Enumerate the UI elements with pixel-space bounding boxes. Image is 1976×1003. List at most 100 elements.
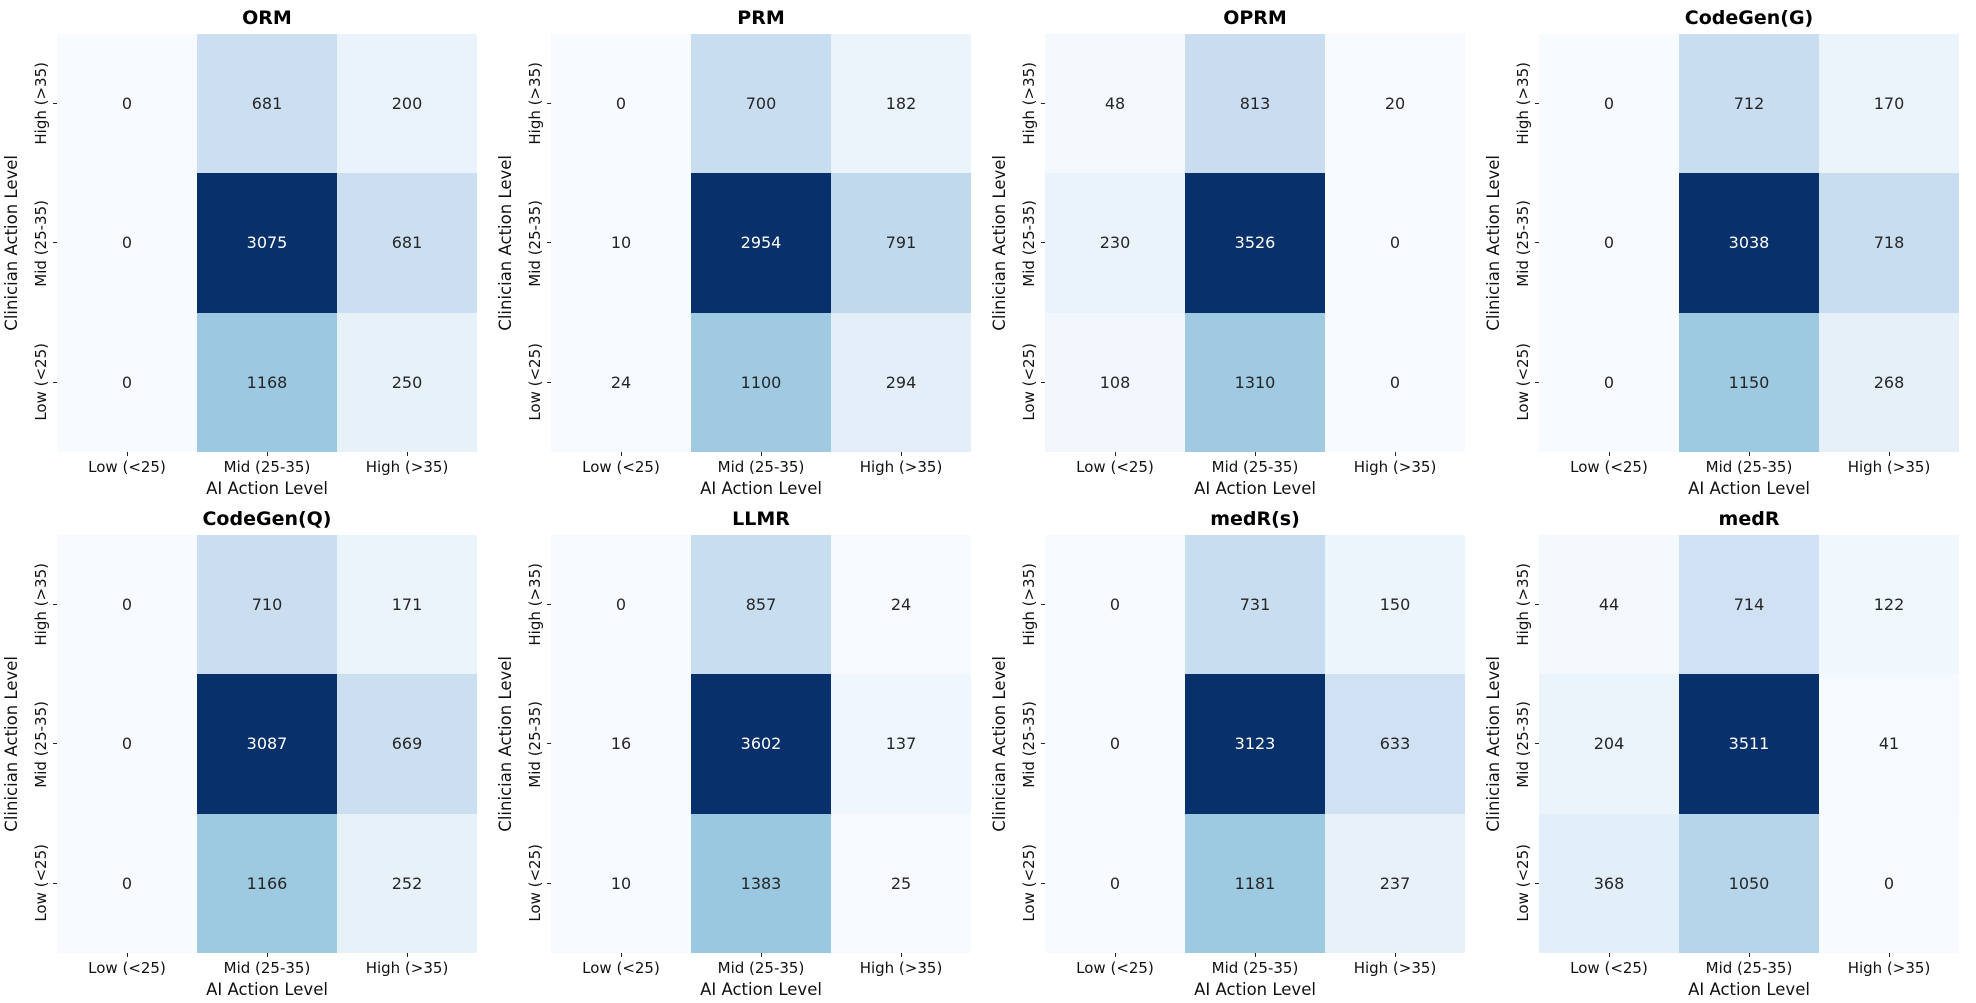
heatmap-cell-r0-c0[interactable]: 0 <box>1539 34 1679 174</box>
heatmap-cell-r2-c1[interactable]: 1310 <box>1185 312 1325 452</box>
heatmap-cell-r2-c1[interactable]: 1181 <box>1185 813 1325 953</box>
heatmap-cell-r0-c1[interactable]: 731 <box>1185 535 1325 675</box>
heatmap-cell-r2-c0[interactable]: 0 <box>1539 312 1679 452</box>
heatmap-cell-r0-c1[interactable]: 813 <box>1185 34 1325 174</box>
heatmap-cell-r0-c2[interactable]: 150 <box>1325 535 1465 675</box>
heatmap-cell-r0-c1[interactable]: 714 <box>1679 535 1819 675</box>
heatmap-cell-r1-c2[interactable]: 718 <box>1819 173 1959 313</box>
heatmap-cell-r1-c1[interactable]: 3602 <box>691 674 831 814</box>
heatmap-cell-r0-c2[interactable]: 170 <box>1819 34 1959 174</box>
cell-value: 857 <box>745 595 777 615</box>
heatmap-cell-r1-c0[interactable]: 16 <box>551 674 691 814</box>
y-tick: High (>35) <box>516 535 551 674</box>
heatmap-cell-r2-c2[interactable]: 268 <box>1819 312 1959 452</box>
heatmap-cell-r1-c1[interactable]: 3511 <box>1679 674 1819 814</box>
heatmap-cell-r2-c0[interactable]: 0 <box>57 813 197 953</box>
x-tick-label: Mid (25-35) <box>717 458 805 476</box>
heatmap-cell-r0-c0[interactable]: 0 <box>57 535 197 675</box>
heatmap-cell-r2-c1[interactable]: 1168 <box>197 312 337 452</box>
heatmap-cell-r1-c0[interactable]: 0 <box>57 674 197 814</box>
y-tick-label: Mid (25-35) <box>1514 199 1532 287</box>
heatmap-cell-r1-c1[interactable]: 3038 <box>1679 173 1819 313</box>
heatmap-cell-r0-c2[interactable]: 122 <box>1819 535 1959 675</box>
heatmap-grid: 44 714 122 204 3511 41 368 1050 0 <box>1539 535 1959 953</box>
x-tick: High (>35) <box>831 452 971 479</box>
heatmap-cell-r0-c0[interactable]: 44 <box>1539 535 1679 675</box>
cell-value: 0 <box>615 595 627 615</box>
heatmap-cell-r2-c0[interactable]: 10 <box>551 813 691 953</box>
heatmap-cell-r2-c1[interactable]: 1383 <box>691 813 831 953</box>
heatmap-cell-r0-c0[interactable]: 0 <box>57 34 197 174</box>
heatmap-cell-r1-c0[interactable]: 0 <box>1045 674 1185 814</box>
y-tick-label: Low (<25) <box>32 343 50 422</box>
heatmap-cell-r2-c0[interactable]: 108 <box>1045 312 1185 452</box>
heatmap-cell-r2-c2[interactable]: 294 <box>831 312 971 452</box>
x-tick: Low (<25) <box>57 452 197 479</box>
heatmap-cell-r0-c1[interactable]: 700 <box>691 34 831 174</box>
heatmap-cell-r1-c1[interactable]: 3123 <box>1185 674 1325 814</box>
heatmap-cell-r0-c0[interactable]: 0 <box>551 34 691 174</box>
heatmap-cell-r1-c0[interactable]: 0 <box>1539 173 1679 313</box>
heatmap-cell-r1-c2[interactable]: 633 <box>1325 674 1465 814</box>
cell-value: 681 <box>391 233 423 253</box>
heatmap-cell-r1-c0[interactable]: 204 <box>1539 674 1679 814</box>
heatmap-cell-r0-c2[interactable]: 182 <box>831 34 971 174</box>
heatmap-cell-r0-c0[interactable]: 0 <box>1045 535 1185 675</box>
x-tick-mark <box>1748 452 1750 456</box>
heatmap-cell-r1-c0[interactable]: 10 <box>551 173 691 313</box>
heatmap-cell-r1-c1[interactable]: 3087 <box>197 674 337 814</box>
heatmap-cell-r2-c2[interactable]: 0 <box>1325 312 1465 452</box>
heatmap-cell-r2-c2[interactable]: 252 <box>337 813 477 953</box>
heatmap-cell-r0-c1[interactable]: 681 <box>197 34 337 174</box>
y-tick: Low (<25) <box>1504 313 1539 452</box>
y-tick: Low (<25) <box>516 313 551 452</box>
heatmap-cell-r1-c2[interactable]: 681 <box>337 173 477 313</box>
heatmap-cell-r2-c0[interactable]: 0 <box>1045 813 1185 953</box>
heatmap-cell-r0-c1[interactable]: 710 <box>197 535 337 675</box>
cell-value: 0 <box>615 94 627 114</box>
cell-value: 250 <box>391 372 423 392</box>
x-tick-label: Low (<25) <box>88 458 166 476</box>
heatmap-cell-r1-c0[interactable]: 230 <box>1045 173 1185 313</box>
heatmap-cell-r2-c2[interactable]: 0 <box>1819 813 1959 953</box>
heatmap-cell-r1-c1[interactable]: 3526 <box>1185 173 1325 313</box>
heatmap-cell-r0-c2[interactable]: 200 <box>337 34 477 174</box>
heatmap-cell-r0-c1[interactable]: 712 <box>1679 34 1819 174</box>
y-tick-label: Mid (25-35) <box>526 199 544 287</box>
cell-value: 171 <box>391 595 423 615</box>
x-tick-labels: Low (<25) Mid (25-35) High (>35) <box>1539 452 1959 479</box>
heatmap-cell-r2-c0[interactable]: 368 <box>1539 813 1679 953</box>
cell-value: 294 <box>885 372 917 392</box>
heatmap-cell-r2-c1[interactable]: 1150 <box>1679 312 1819 452</box>
heatmap-cell-r1-c2[interactable]: 669 <box>337 674 477 814</box>
heatmap-cell-r2-c2[interactable]: 25 <box>831 813 971 953</box>
y-axis-title: Clinician Action Level <box>988 34 1010 452</box>
heatmap-cell-r2-c1[interactable]: 1100 <box>691 312 831 452</box>
heatmap-cell-r1-c2[interactable]: 41 <box>1819 674 1959 814</box>
heatmap-cell-r0-c0[interactable]: 48 <box>1045 34 1185 174</box>
y-tick-mark <box>1535 103 1539 105</box>
heatmap-cell-r1-c2[interactable]: 0 <box>1325 173 1465 313</box>
cell-value: 0 <box>1389 233 1401 253</box>
heatmap-cell-r0-c0[interactable]: 0 <box>551 535 691 675</box>
heatmap-cell-r2-c2[interactable]: 237 <box>1325 813 1465 953</box>
heatmap-cell-r1-c0[interactable]: 0 <box>57 173 197 313</box>
heatmap-cell-r0-c2[interactable]: 24 <box>831 535 971 675</box>
plot-title: OPRM <box>1223 7 1287 29</box>
heatmap-cell-r1-c1[interactable]: 2954 <box>691 173 831 313</box>
cell-value: 0 <box>1109 595 1121 615</box>
heatmap-cell-r2-c2[interactable]: 250 <box>337 312 477 452</box>
heatmap-cell-r2-c0[interactable]: 24 <box>551 312 691 452</box>
heatmap-cell-r1-c1[interactable]: 3075 <box>197 173 337 313</box>
heatmap-cell-r2-c1[interactable]: 1050 <box>1679 813 1819 953</box>
heatmap-cell-r1-c2[interactable]: 791 <box>831 173 971 313</box>
heatmap-cell-r1-c2[interactable]: 137 <box>831 674 971 814</box>
x-tick: Mid (25-35) <box>1679 452 1819 479</box>
heatmap-cell-r2-c1[interactable]: 1166 <box>197 813 337 953</box>
heatmap-cell-r0-c2[interactable]: 20 <box>1325 34 1465 174</box>
heatmap-cell-r2-c0[interactable]: 0 <box>57 312 197 452</box>
cell-value: 0 <box>121 734 133 754</box>
heatmap-cell-r0-c2[interactable]: 171 <box>337 535 477 675</box>
heatmap-cell-r0-c1[interactable]: 857 <box>691 535 831 675</box>
cell-value: 0 <box>1109 873 1121 893</box>
